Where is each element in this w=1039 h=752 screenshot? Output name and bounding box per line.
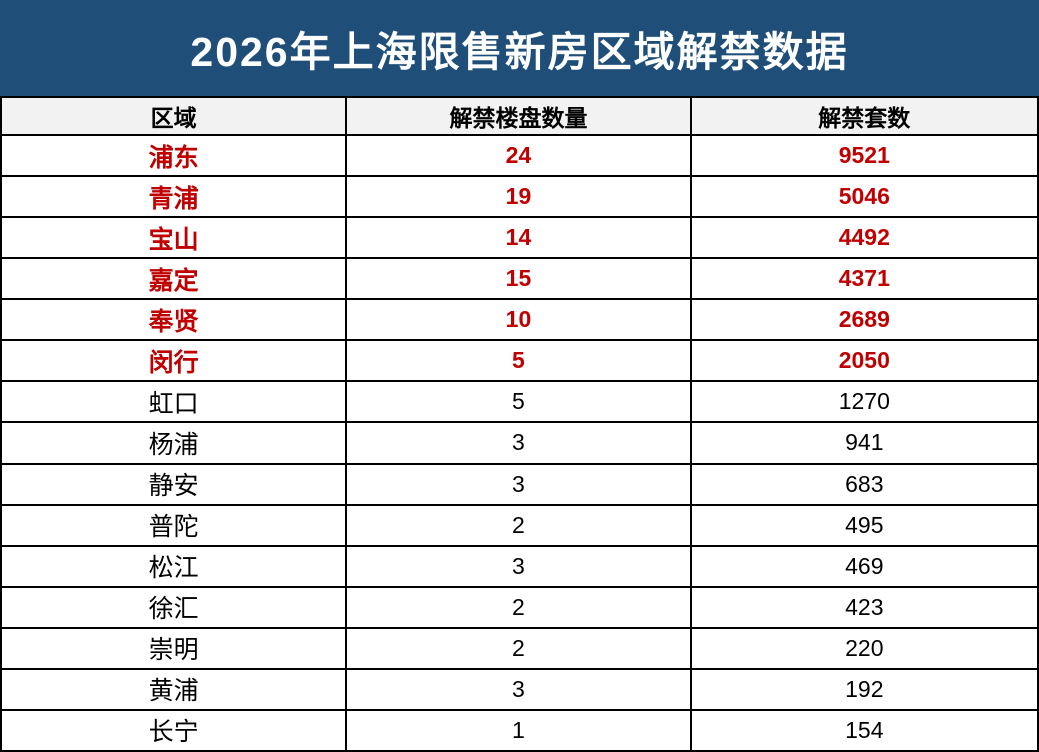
units-cell: 4371 <box>689 257 1039 301</box>
region-cell: 徐汇 <box>0 585 348 629</box>
buildings-cell: 2 <box>345 585 692 629</box>
region-cell: 闵行 <box>0 339 348 383</box>
region-cell: 松江 <box>0 544 348 588</box>
units-cell: 5046 <box>689 175 1039 219</box>
buildings-cell: 5 <box>345 339 692 383</box>
table-row: 闵行 5 2050 <box>0 339 1039 383</box>
buildings-cell: 3 <box>345 462 692 506</box>
units-cell: 683 <box>689 462 1039 506</box>
region-cell: 宝山 <box>0 216 348 260</box>
buildings-cell: 14 <box>345 216 692 260</box>
table-row: 嘉定 15 4371 <box>0 257 1039 301</box>
region-cell: 嘉定 <box>0 257 348 301</box>
buildings-cell: 2 <box>345 503 692 547</box>
units-cell: 495 <box>689 503 1039 547</box>
column-header-region: 区域 <box>0 96 348 136</box>
buildings-cell: 19 <box>345 175 692 219</box>
region-cell: 青浦 <box>0 175 348 219</box>
region-cell: 黄浦 <box>0 667 348 711</box>
units-cell: 2689 <box>689 298 1039 342</box>
region-cell: 杨浦 <box>0 421 348 465</box>
table-row: 徐汇 2 423 <box>0 585 1039 629</box>
units-cell: 423 <box>689 585 1039 629</box>
units-cell: 220 <box>689 626 1039 670</box>
units-cell: 4492 <box>689 216 1039 260</box>
region-cell: 浦东 <box>0 133 348 178</box>
region-cell: 长宁 <box>0 708 348 752</box>
buildings-cell: 3 <box>345 544 692 588</box>
buildings-cell: 15 <box>345 257 692 301</box>
buildings-cell: 1 <box>345 708 692 752</box>
column-header-buildings: 解禁楼盘数量 <box>345 96 692 136</box>
buildings-cell: 3 <box>345 421 692 465</box>
table-row: 长宁 1 154 <box>0 708 1039 752</box>
buildings-cell: 10 <box>345 298 692 342</box>
table-row: 虹口 5 1270 <box>0 380 1039 424</box>
region-cell: 奉贤 <box>0 298 348 342</box>
table-row: 普陀 2 495 <box>0 503 1039 547</box>
table-row: 松江 3 469 <box>0 544 1039 588</box>
units-cell: 469 <box>689 544 1039 588</box>
region-cell: 静安 <box>0 462 348 506</box>
units-cell: 941 <box>689 421 1039 465</box>
table-row: 浦东 24 9521 <box>0 133 1039 178</box>
buildings-cell: 5 <box>345 380 692 424</box>
units-cell: 192 <box>689 667 1039 711</box>
buildings-cell: 2 <box>345 626 692 670</box>
units-cell: 154 <box>689 708 1039 752</box>
units-cell: 9521 <box>689 133 1039 178</box>
table-row: 宝山 14 4492 <box>0 216 1039 260</box>
data-table: 区域 解禁楼盘数量 解禁套数 浦东 24 9521 青浦 19 5046 宝山 14 4492 嘉… <box>0 96 1039 752</box>
table-row: 杨浦 3 941 <box>0 421 1039 465</box>
units-cell: 1270 <box>689 380 1039 424</box>
page-title: 2026年上海限售新房区域解禁数据 <box>0 0 1039 96</box>
table-row: 青浦 19 5046 <box>0 175 1039 219</box>
region-cell: 普陀 <box>0 503 348 547</box>
column-header-units: 解禁套数 <box>689 96 1039 136</box>
header-row: 区域 解禁楼盘数量 解禁套数 <box>0 96 1039 136</box>
region-cell: 虹口 <box>0 380 348 424</box>
table-row: 黄浦 3 192 <box>0 667 1039 711</box>
region-cell: 崇明 <box>0 626 348 670</box>
table-row: 静安 3 683 <box>0 462 1039 506</box>
table-row: 奉贤 10 2689 <box>0 298 1039 342</box>
buildings-cell: 3 <box>345 667 692 711</box>
buildings-cell: 24 <box>345 133 692 178</box>
units-cell: 2050 <box>689 339 1039 383</box>
table-row: 崇明 2 220 <box>0 626 1039 670</box>
